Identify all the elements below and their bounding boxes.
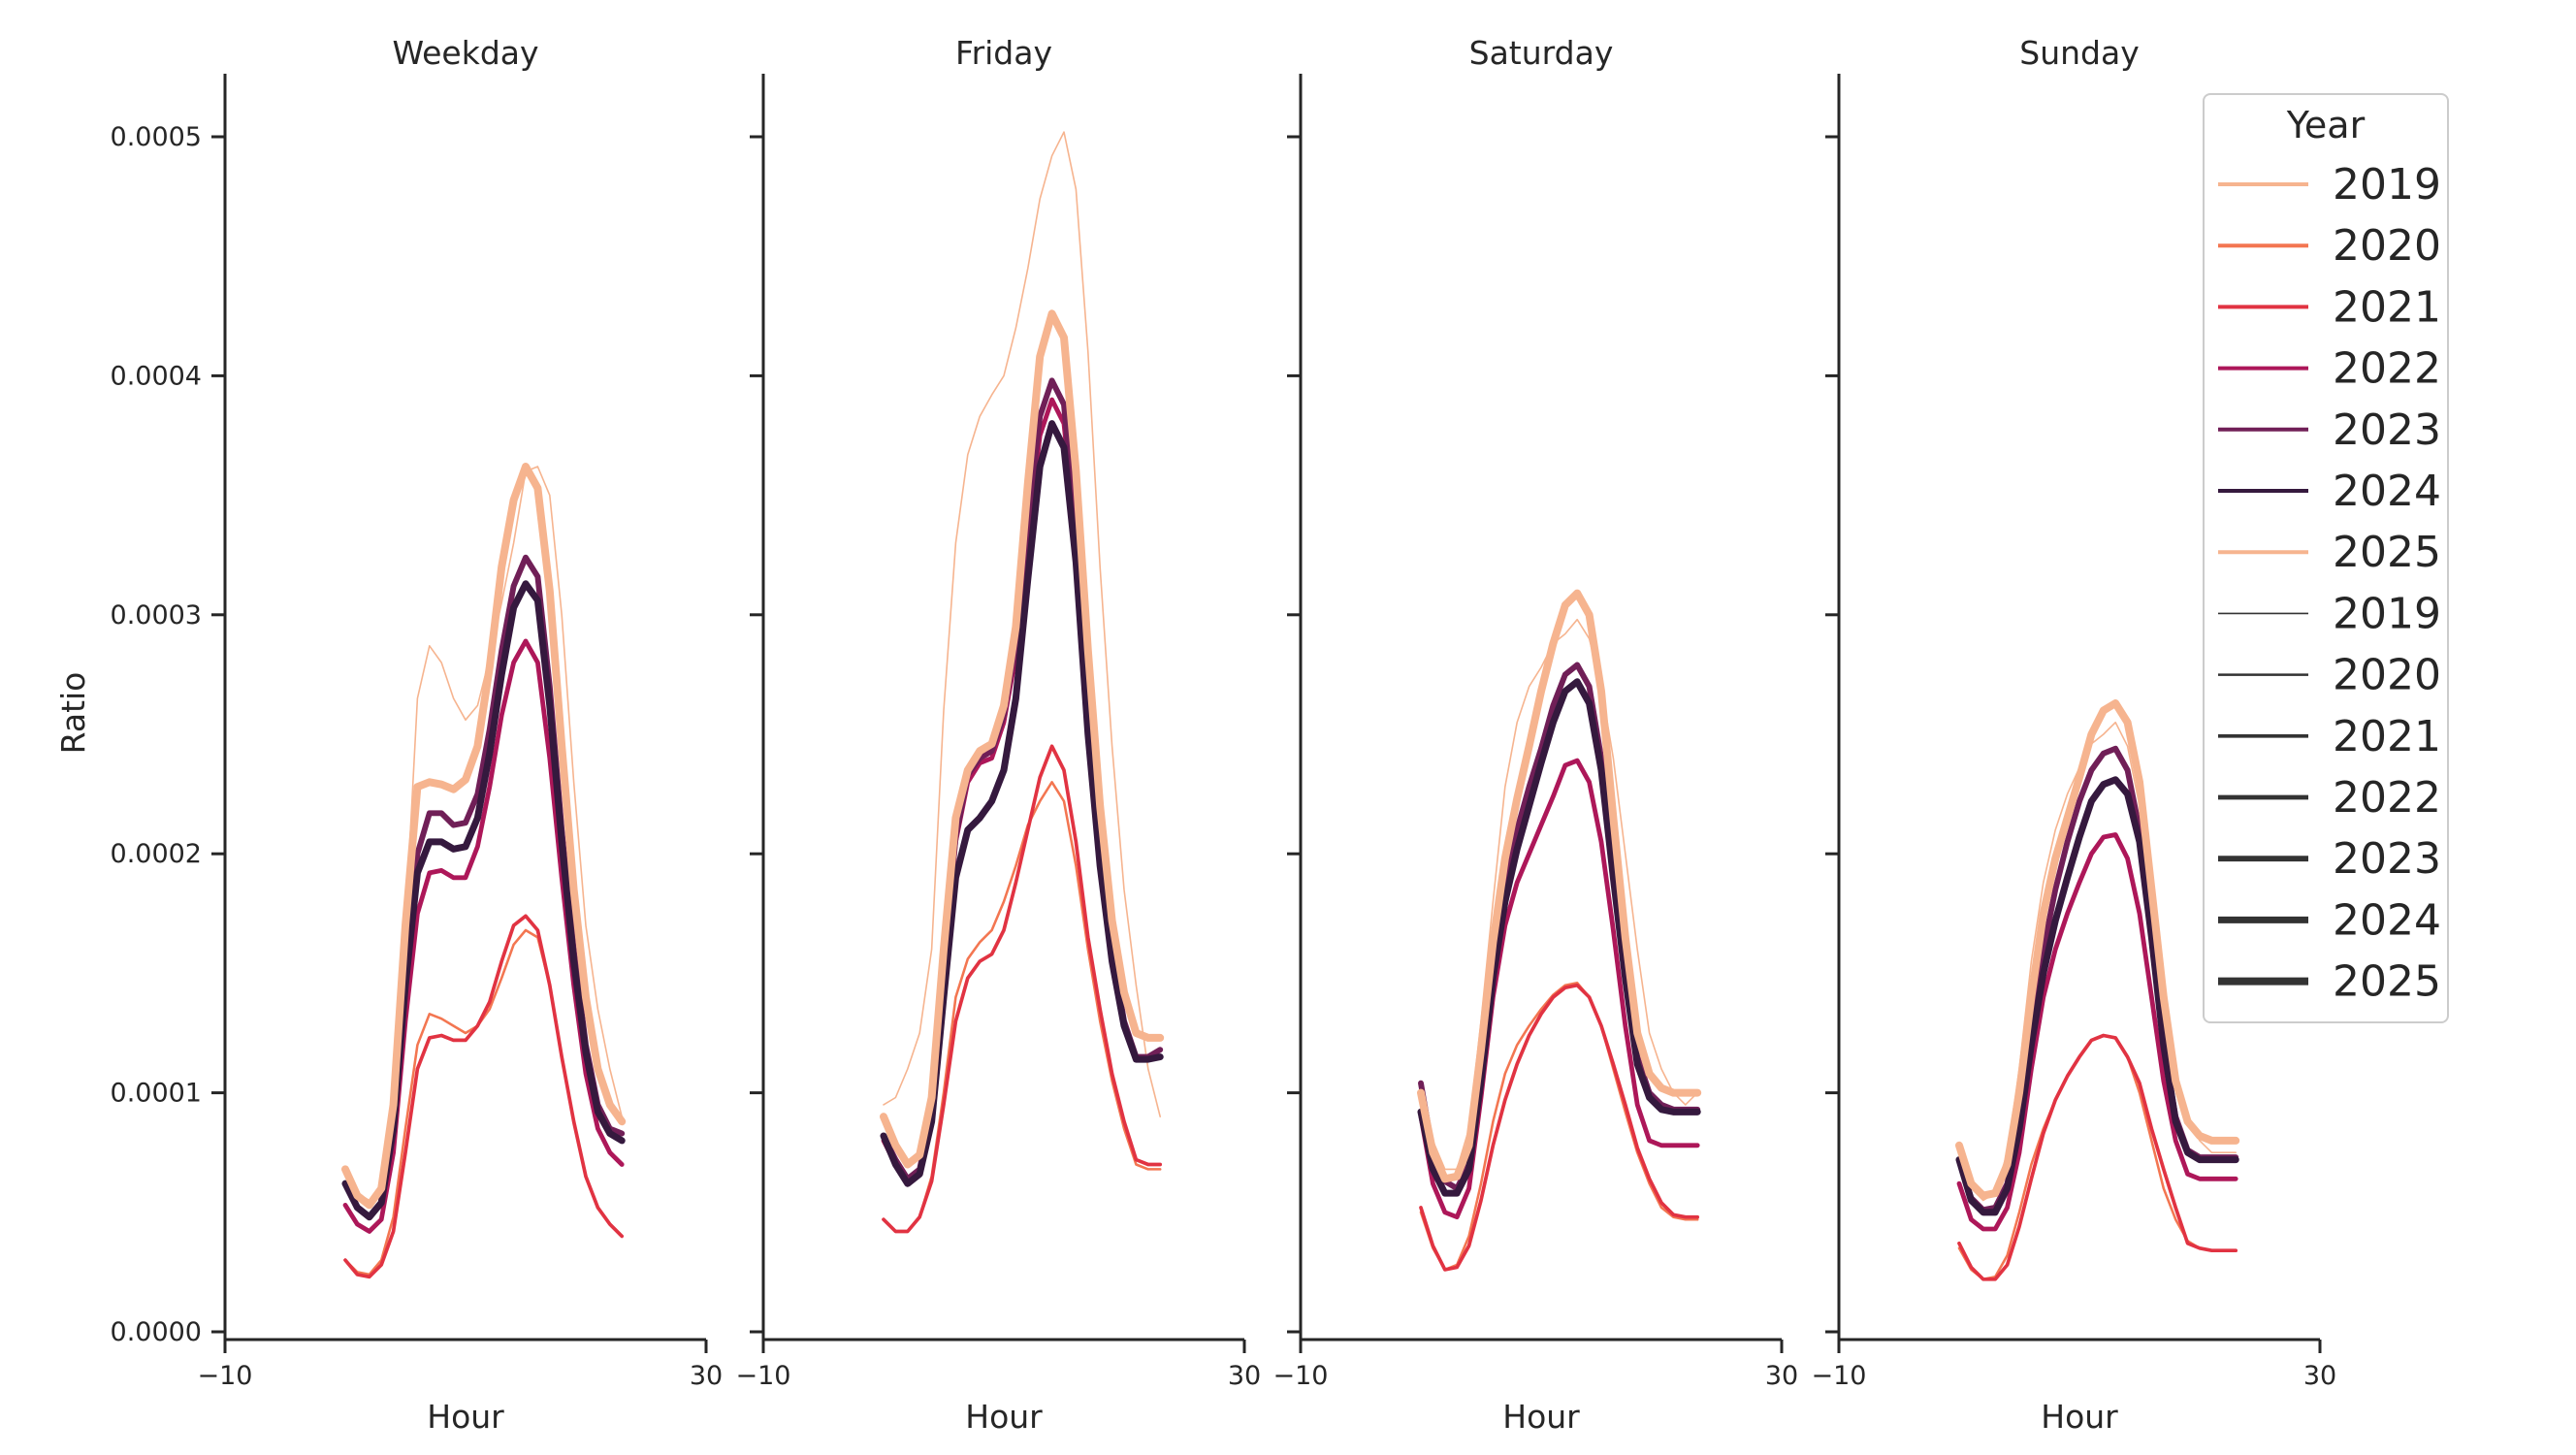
y-tick-label: 0.0000 xyxy=(111,1317,202,1347)
series-lines xyxy=(1955,699,2240,1281)
legend-label-size: 2023 xyxy=(2333,834,2441,884)
panel-saturday: Saturday −10 30 Hour xyxy=(1273,34,1799,1436)
series-line-2021 xyxy=(343,914,625,1279)
series-line-2022 xyxy=(1418,758,1700,1220)
series-line-2023 xyxy=(881,377,1164,1182)
x-tick-label: −10 xyxy=(1812,1361,1867,1391)
series-line-2021 xyxy=(882,744,1163,1234)
legend-label-size: 2020 xyxy=(2333,651,2441,700)
panel-friday: Friday −10 30 Hour xyxy=(736,34,1262,1436)
legend-label-hue: 2025 xyxy=(2333,528,2441,577)
y-tick-label: 0.0004 xyxy=(111,361,202,391)
series-lines xyxy=(880,131,1165,1234)
series-line-2025 xyxy=(1417,589,1702,1183)
series-line-2025 xyxy=(1955,699,2240,1200)
series-line-2021 xyxy=(1419,983,1700,1272)
panel-title: Weekday xyxy=(392,34,538,72)
x-tick-label: −10 xyxy=(198,1361,253,1391)
y-tick-label: 0.0001 xyxy=(111,1079,202,1109)
legend-label-hue: 2019 xyxy=(2333,160,2441,210)
x-axis-label: Hour xyxy=(1502,1398,1580,1436)
series-line-2023 xyxy=(342,554,626,1220)
legend-label-hue: 2020 xyxy=(2333,221,2441,271)
panel-weekday: Weekday 0.0000 0.0001 0.0002 0.0003 0.0004 0.0… xyxy=(111,34,724,1436)
legend-box xyxy=(2203,93,2449,1023)
series-lines xyxy=(341,463,627,1279)
panel-title: Sunday xyxy=(2019,34,2139,72)
y-tick-label: 0.0002 xyxy=(111,839,202,869)
panels: Weekday 0.0000 0.0001 0.0002 0.0003 0.0004 0.0… xyxy=(111,34,2337,1436)
x-axis-label: Hour xyxy=(427,1398,504,1436)
panel-title: Saturday xyxy=(1469,34,1614,72)
series-line-2019 xyxy=(344,466,624,1202)
x-tick-label: 30 xyxy=(1228,1361,1261,1391)
series-line-2023 xyxy=(1956,745,2239,1213)
legend-label-hue: 2021 xyxy=(2333,282,2441,332)
legend-label-hue: 2023 xyxy=(2333,405,2441,455)
legend-label-size: 2021 xyxy=(2333,712,2441,761)
series-line-2020 xyxy=(1419,982,1699,1272)
legend-label-size: 2025 xyxy=(2333,957,2441,1007)
series-line-2021 xyxy=(1957,1033,2238,1281)
series-line-2025 xyxy=(341,463,627,1210)
y-tick-label: 0.0003 xyxy=(111,600,202,630)
x-axis-label: Hour xyxy=(965,1398,1043,1436)
panel-sunday: Sunday −10 30 Hour xyxy=(1812,34,2337,1436)
x-tick-label: 30 xyxy=(2303,1361,2336,1391)
legend-title: Year xyxy=(2286,104,2366,146)
series-line-2024 xyxy=(1417,678,1701,1197)
series-line-2024 xyxy=(880,420,1164,1187)
x-tick-label: −10 xyxy=(736,1361,791,1391)
legend-label-hue: 2024 xyxy=(2333,467,2441,516)
series-line-2025 xyxy=(880,309,1165,1169)
x-tick-label: 30 xyxy=(690,1361,723,1391)
legend-label-hue: 2022 xyxy=(2333,344,2441,394)
x-axis-label: Hour xyxy=(2041,1398,2118,1436)
legend-label-size: 2022 xyxy=(2333,773,2441,823)
y-axis-label: Ratio xyxy=(54,672,92,755)
series-lines xyxy=(1417,589,1702,1272)
series-line-2024 xyxy=(1955,776,2239,1216)
x-tick-label: 30 xyxy=(1765,1361,1798,1391)
legend-label-size: 2024 xyxy=(2333,895,2441,945)
y-tick-label: 0.0005 xyxy=(111,122,202,152)
legend-label-size: 2019 xyxy=(2333,589,2441,638)
series-line-2022 xyxy=(1956,832,2238,1232)
panel-title: Friday xyxy=(955,34,1052,72)
y-axis-label-group: Ratio xyxy=(54,672,92,755)
legend: Year 2019 2020 2021 2022 2023 2024 2025 2019 2020… xyxy=(2203,93,2449,1023)
series-line-2019 xyxy=(883,131,1161,1117)
series-line-2023 xyxy=(1418,662,1701,1192)
x-tick-label: −10 xyxy=(1273,1361,1329,1391)
